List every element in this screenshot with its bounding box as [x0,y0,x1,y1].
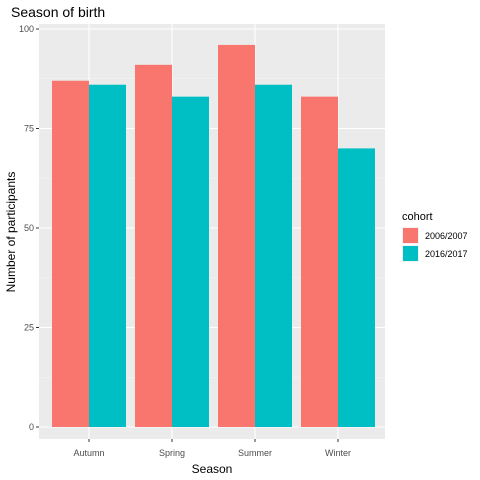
y-axis: 0 25 50 75 100 [19,24,39,432]
x-axis: Autumn Spring Summer Winter [73,439,351,458]
legend-title: cohort [402,211,433,223]
bar [89,84,126,427]
y-tick-label: 75 [24,124,34,134]
x-tick-label: Winter [325,448,351,458]
x-tick-label: Spring [159,448,185,458]
bar [255,84,292,427]
y-tick-label: 0 [29,422,34,432]
bar [301,96,338,427]
legend-label: 2006/2007 [425,231,468,241]
legend-key [403,228,418,243]
bars [52,44,375,428]
bar [52,80,89,428]
x-tick-label: Summer [238,448,272,458]
legend: cohort 2006/2007 2016/2017 [402,211,468,262]
y-tick-label: 25 [24,323,34,333]
chart-title: Season of birth [11,4,105,20]
y-tick-label: 50 [24,223,34,233]
bar [135,64,172,427]
bar [338,148,375,427]
y-tick-label: 100 [19,24,34,34]
y-axis-label: Number of participants [4,172,18,293]
x-tick-label: Autumn [73,448,104,458]
x-axis-label: Season [192,462,233,476]
bar [218,44,255,428]
legend-key [403,246,418,261]
legend-label: 2016/2017 [425,249,468,259]
bar [172,96,209,427]
